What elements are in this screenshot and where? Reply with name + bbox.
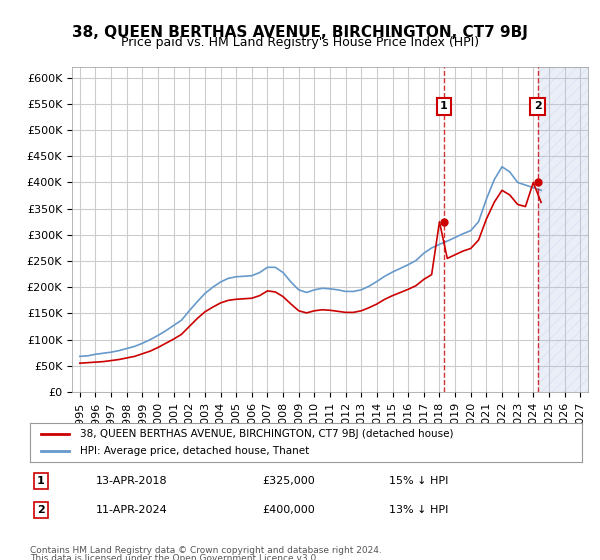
Text: 13% ↓ HPI: 13% ↓ HPI <box>389 505 448 515</box>
Text: £400,000: £400,000 <box>262 505 314 515</box>
Text: 38, QUEEN BERTHAS AVENUE, BIRCHINGTON, CT7 9BJ (detached house): 38, QUEEN BERTHAS AVENUE, BIRCHINGTON, C… <box>80 429 453 439</box>
Text: 2: 2 <box>534 101 542 111</box>
Text: Contains HM Land Registry data © Crown copyright and database right 2024.: Contains HM Land Registry data © Crown c… <box>30 546 382 555</box>
Bar <box>538 67 588 392</box>
Text: Price paid vs. HM Land Registry's House Price Index (HPI): Price paid vs. HM Land Registry's House … <box>121 36 479 49</box>
Text: £325,000: £325,000 <box>262 476 314 486</box>
Text: 11-APR-2024: 11-APR-2024 <box>96 505 168 515</box>
Bar <box>538 67 588 392</box>
Text: 2: 2 <box>37 505 45 515</box>
Text: This data is licensed under the Open Government Licence v3.0.: This data is licensed under the Open Gov… <box>30 554 319 560</box>
Text: 1: 1 <box>440 101 448 111</box>
Text: 13-APR-2018: 13-APR-2018 <box>96 476 168 486</box>
Text: HPI: Average price, detached house, Thanet: HPI: Average price, detached house, Than… <box>80 446 309 456</box>
Text: 38, QUEEN BERTHAS AVENUE, BIRCHINGTON, CT7 9BJ: 38, QUEEN BERTHAS AVENUE, BIRCHINGTON, C… <box>72 25 528 40</box>
Text: 1: 1 <box>37 476 45 486</box>
Text: 15% ↓ HPI: 15% ↓ HPI <box>389 476 448 486</box>
